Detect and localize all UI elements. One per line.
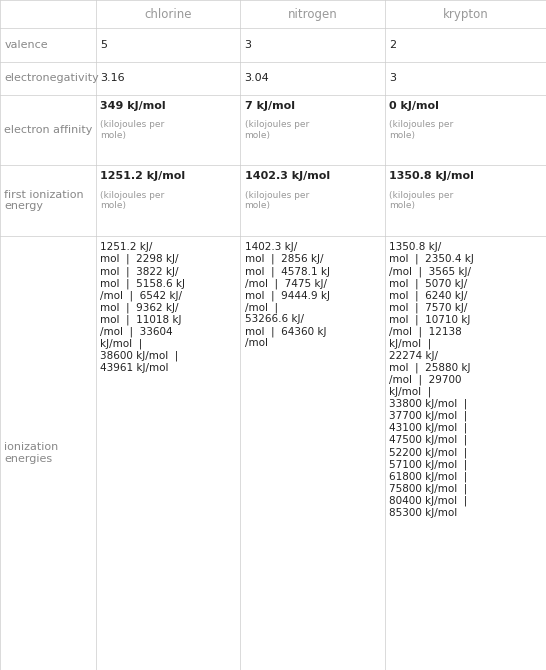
Text: (kilojoules per
mole): (kilojoules per mole) — [245, 121, 309, 140]
Text: krypton: krypton — [443, 7, 488, 21]
Text: (kilojoules per
mole): (kilojoules per mole) — [389, 191, 454, 210]
Text: 5: 5 — [100, 40, 107, 50]
Text: ionization
energies: ionization energies — [4, 442, 58, 464]
Text: (kilojoules per
mole): (kilojoules per mole) — [389, 121, 454, 140]
Text: 1350.8 kJ/mol: 1350.8 kJ/mol — [389, 171, 474, 181]
Text: first ionization
energy: first ionization energy — [4, 190, 84, 212]
Text: electronegativity: electronegativity — [4, 74, 99, 83]
Text: 3: 3 — [389, 74, 396, 83]
Text: 3.16: 3.16 — [100, 74, 124, 83]
Text: 1350.8 kJ/
mol  |  2350.4 kJ
/mol  |  3565 kJ/
mol  |  5070 kJ/
mol  |  6240 kJ/: 1350.8 kJ/ mol | 2350.4 kJ /mol | 3565 k… — [389, 243, 474, 517]
Text: nitrogen: nitrogen — [288, 7, 337, 21]
Text: 2: 2 — [389, 40, 396, 50]
Text: electron affinity: electron affinity — [4, 125, 93, 135]
Text: 1251.2 kJ/
mol  |  2298 kJ/
mol  |  3822 kJ/
mol  |  5158.6 kJ
/mol  |  6542 kJ/: 1251.2 kJ/ mol | 2298 kJ/ mol | 3822 kJ/… — [100, 243, 185, 373]
Text: 3: 3 — [245, 40, 252, 50]
Text: 1251.2 kJ/mol: 1251.2 kJ/mol — [100, 171, 185, 181]
Text: 3.04: 3.04 — [245, 74, 269, 83]
Text: 349 kJ/mol: 349 kJ/mol — [100, 100, 165, 111]
Text: (kilojoules per
mole): (kilojoules per mole) — [245, 191, 309, 210]
Text: 0 kJ/mol: 0 kJ/mol — [389, 100, 439, 111]
Text: chlorine: chlorine — [144, 7, 192, 21]
Text: (kilojoules per
mole): (kilojoules per mole) — [100, 121, 164, 140]
Text: valence: valence — [4, 40, 48, 50]
Text: (kilojoules per
mole): (kilojoules per mole) — [100, 191, 164, 210]
Text: 1402.3 kJ/
mol  |  2856 kJ/
mol  |  4578.1 kJ
/mol  |  7475 kJ/
mol  |  9444.9 k: 1402.3 kJ/ mol | 2856 kJ/ mol | 4578.1 k… — [245, 243, 330, 348]
Text: 7 kJ/mol: 7 kJ/mol — [245, 100, 295, 111]
Text: 1402.3 kJ/mol: 1402.3 kJ/mol — [245, 171, 330, 181]
